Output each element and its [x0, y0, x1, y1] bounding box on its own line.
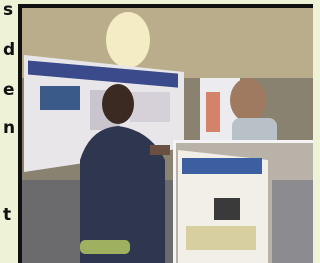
photos	[0, 0, 313, 263]
photo-inset	[173, 140, 313, 263]
page: s d e n t	[0, 0, 313, 263]
